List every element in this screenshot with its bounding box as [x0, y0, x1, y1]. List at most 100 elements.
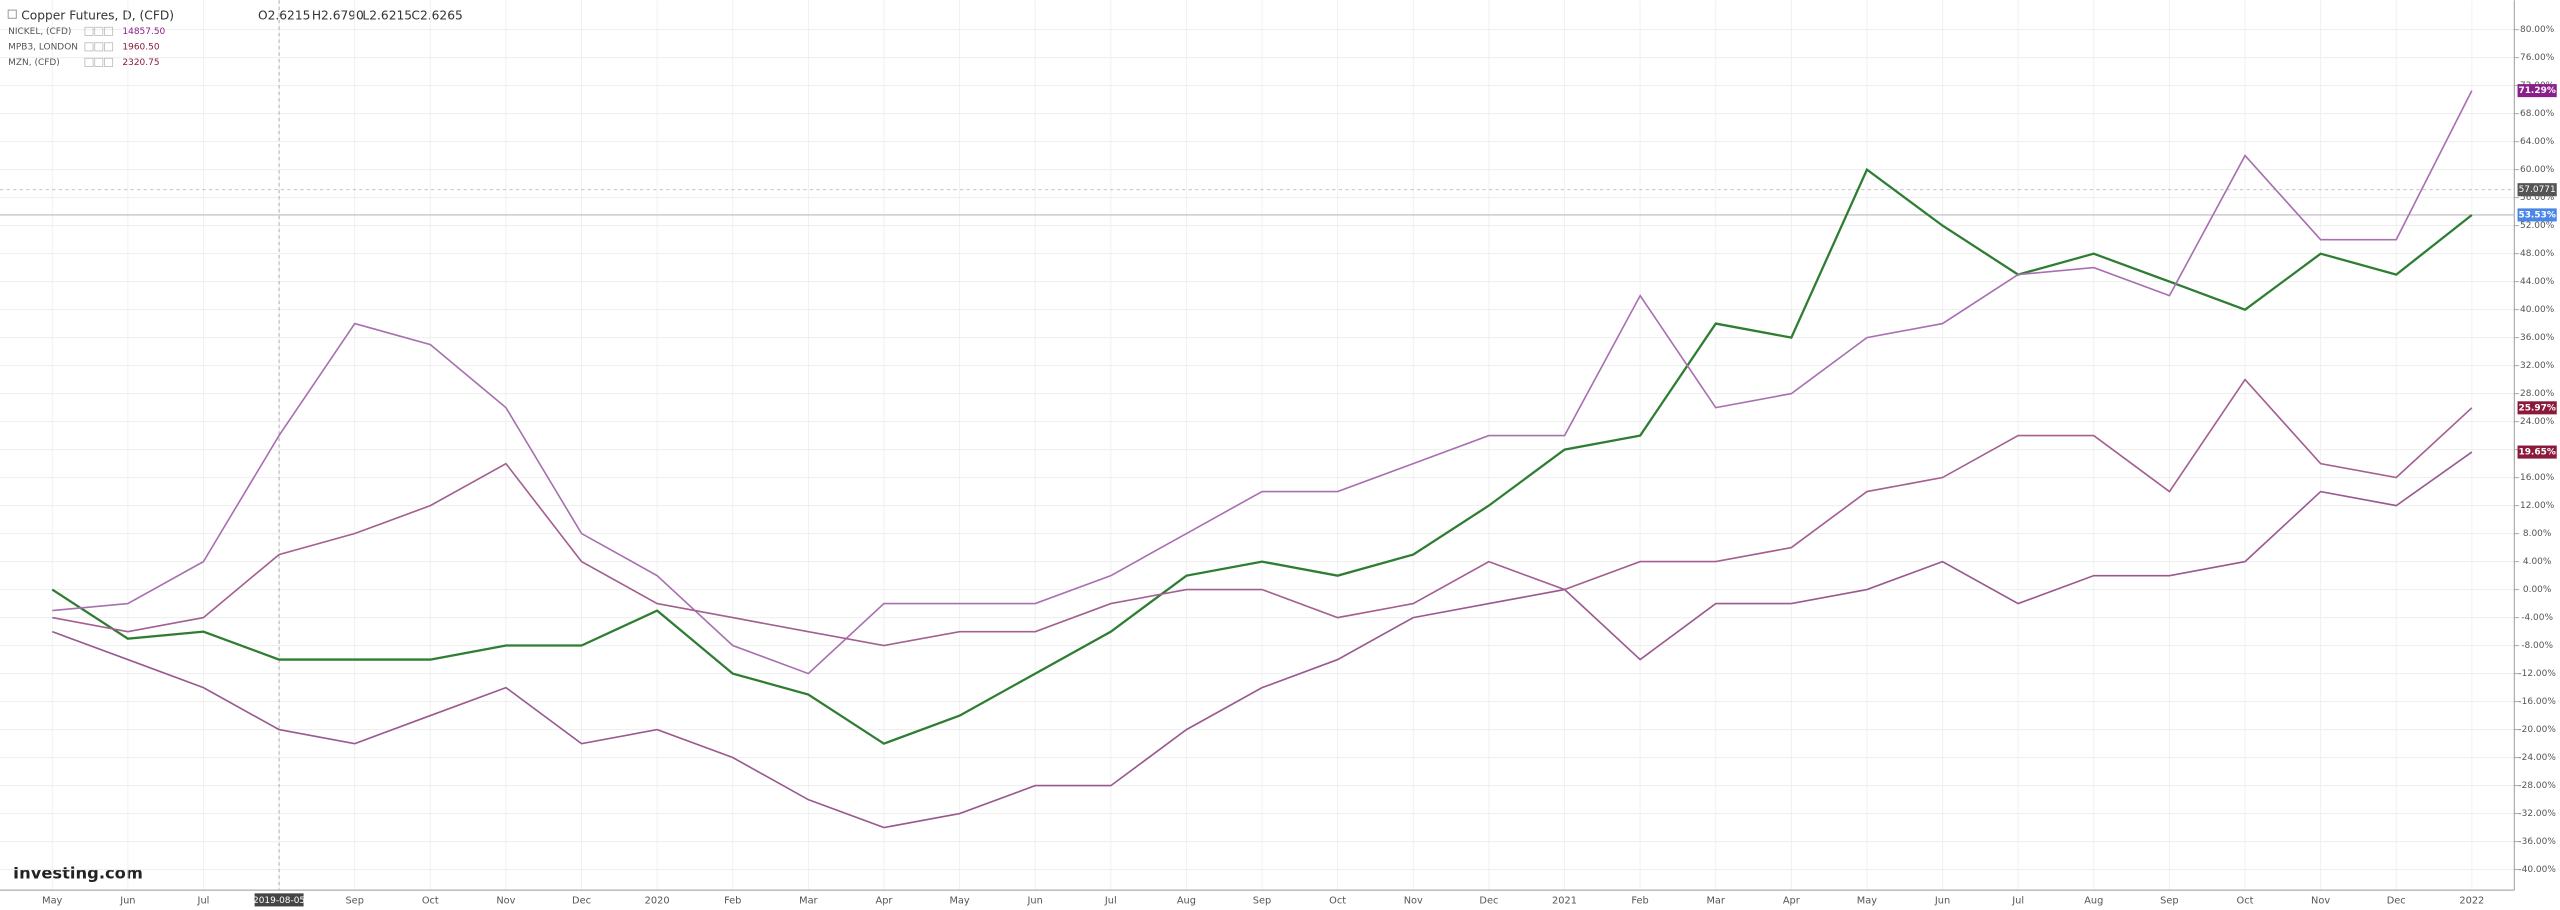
series-line	[51, 167, 2473, 745]
x-tick-label: Oct	[422, 896, 439, 907]
x-tick-label: May	[949, 896, 969, 907]
x-tick-label: 2022	[2459, 896, 2484, 907]
y-tick-label: 56.00%	[2520, 193, 2555, 203]
legend-icon[interactable]	[84, 42, 94, 52]
x-tick-label: 2019-08-05	[253, 896, 305, 906]
collapse-icon[interactable]	[7, 9, 17, 19]
last-value-badge	[2517, 445, 2557, 459]
y-tick-label: 52.00%	[2520, 221, 2555, 231]
x-tick-label: Oct	[2237, 896, 2254, 907]
x-tick-label: Feb	[1631, 896, 1648, 907]
y-tick-label: -36.00%	[2518, 837, 2556, 847]
x-tick-label: Aug	[2084, 896, 2103, 907]
y-tick-label: 44.00%	[2520, 277, 2555, 287]
y-tick-label: 48.00%	[2520, 249, 2555, 259]
legend-name: NICKEL, (CFD)	[8, 27, 71, 37]
legend-icon[interactable]	[94, 57, 104, 67]
x-tick-label: May	[1857, 896, 1877, 907]
logo: Investing.com	[13, 863, 143, 882]
x-tick-label: Nov	[1404, 896, 1423, 907]
x-tick-label: May	[42, 896, 62, 907]
x-tick-label: Nov	[2311, 896, 2330, 907]
y-tick-label: -32.00%	[2518, 809, 2556, 819]
y-tick-label: 40.00%	[2520, 305, 2555, 315]
y-tick-label: -16.00%	[2518, 697, 2556, 707]
x-tick-label: Sep	[2160, 896, 2178, 907]
x-tick-label: Mar	[799, 896, 818, 907]
y-tick-label: 64.00%	[2520, 137, 2555, 147]
legend-icon[interactable]	[84, 57, 94, 67]
y-tick-label: 28.00%	[2520, 389, 2555, 399]
series-line	[52, 378, 2473, 647]
y-tick-label: 12.00%	[2520, 501, 2555, 511]
legend-icon[interactable]	[94, 26, 104, 36]
x-tick-label: Jul	[197, 896, 210, 907]
x-tick-label: Sep	[345, 896, 363, 907]
last-value-label: 53.53%	[2518, 210, 2555, 220]
crosshair-label: 57.0771	[2519, 185, 2556, 195]
legend-icon[interactable]	[104, 57, 114, 67]
x-tick-label: Dec	[572, 896, 591, 907]
x-tick-label: Jun	[1027, 896, 1043, 907]
ohlc-high: H2.6790	[312, 8, 364, 22]
y-tick-label: -20.00%	[2518, 725, 2556, 735]
x-tick-label: Dec	[2387, 896, 2406, 907]
y-tick-label: 4.00%	[2523, 557, 2552, 567]
ohlc-close: C2.6265	[411, 8, 462, 22]
y-tick-label: -12.00%	[2518, 669, 2556, 679]
y-tick-label: 76.00%	[2520, 53, 2555, 63]
chart-title: Copper Futures, D, (CFD)	[21, 8, 174, 22]
legend-price: 1960.50	[122, 42, 159, 52]
x-tick-label: Jul	[2011, 896, 2024, 907]
y-tick-label: -4.00%	[2521, 613, 2553, 623]
last-value-label: 19.65%	[2518, 448, 2555, 458]
last-value-badge	[2517, 84, 2557, 98]
x-tick-label: Jul	[1104, 896, 1117, 907]
legend-name: MZN, (CFD)	[8, 58, 60, 68]
last-value-label: 25.97%	[2518, 403, 2555, 413]
crosshair-badge	[2517, 183, 2557, 197]
ohlc-open: O2.6215	[258, 8, 310, 22]
x-tick-label: Mar	[1706, 896, 1725, 907]
y-tick-label: -40.00%	[2518, 865, 2556, 875]
legend-icon[interactable]	[94, 42, 104, 52]
y-tick-label: 0.00%	[2523, 585, 2552, 595]
y-tick-label: -28.00%	[2518, 781, 2556, 791]
crosshair-x-badge	[254, 893, 304, 907]
x-tick-label: Apr	[1783, 896, 1801, 907]
y-tick-label: 32.00%	[2520, 361, 2555, 371]
x-tick-label: Jun	[119, 896, 135, 907]
x-tick-label: Jun	[1934, 896, 1950, 907]
legend-icon[interactable]	[104, 26, 114, 36]
x-tick-label: Apr	[876, 896, 894, 907]
y-tick-label: -24.00%	[2518, 753, 2556, 763]
x-tick-label: Dec	[1479, 896, 1498, 907]
x-tick-label: Sep	[1253, 896, 1271, 907]
legend-name: MPB3, LONDON	[8, 42, 78, 52]
x-tick-label: Oct	[1329, 896, 1346, 907]
legend-price: 2320.75	[122, 58, 159, 68]
legend-icon[interactable]	[84, 26, 94, 36]
x-tick-label: 2021	[1552, 896, 1577, 907]
x-tick-label: Nov	[496, 896, 515, 907]
x-tick-label: 2020	[645, 896, 670, 907]
series-line	[51, 451, 2473, 829]
y-tick-label: 8.00%	[2523, 529, 2552, 539]
y-tick-label: 36.00%	[2520, 333, 2555, 343]
y-tick-label: 24.00%	[2520, 417, 2555, 427]
x-tick-label: Feb	[724, 896, 741, 907]
x-tick-label: Aug	[1177, 896, 1196, 907]
y-tick-label: 16.00%	[2520, 473, 2555, 483]
last-value-badge	[2517, 401, 2557, 415]
last-value-label: 71.29%	[2518, 86, 2555, 96]
y-tick-label: -8.00%	[2521, 641, 2553, 651]
last-value-badge	[2517, 208, 2557, 222]
legend-price: 14857.50	[122, 27, 165, 37]
series-line	[52, 90, 2473, 675]
y-tick-label: 68.00%	[2520, 109, 2555, 119]
y-tick-label: 60.00%	[2520, 165, 2555, 175]
legend-icon[interactable]	[104, 42, 114, 52]
ohlc-low: L2.6215	[362, 8, 412, 22]
